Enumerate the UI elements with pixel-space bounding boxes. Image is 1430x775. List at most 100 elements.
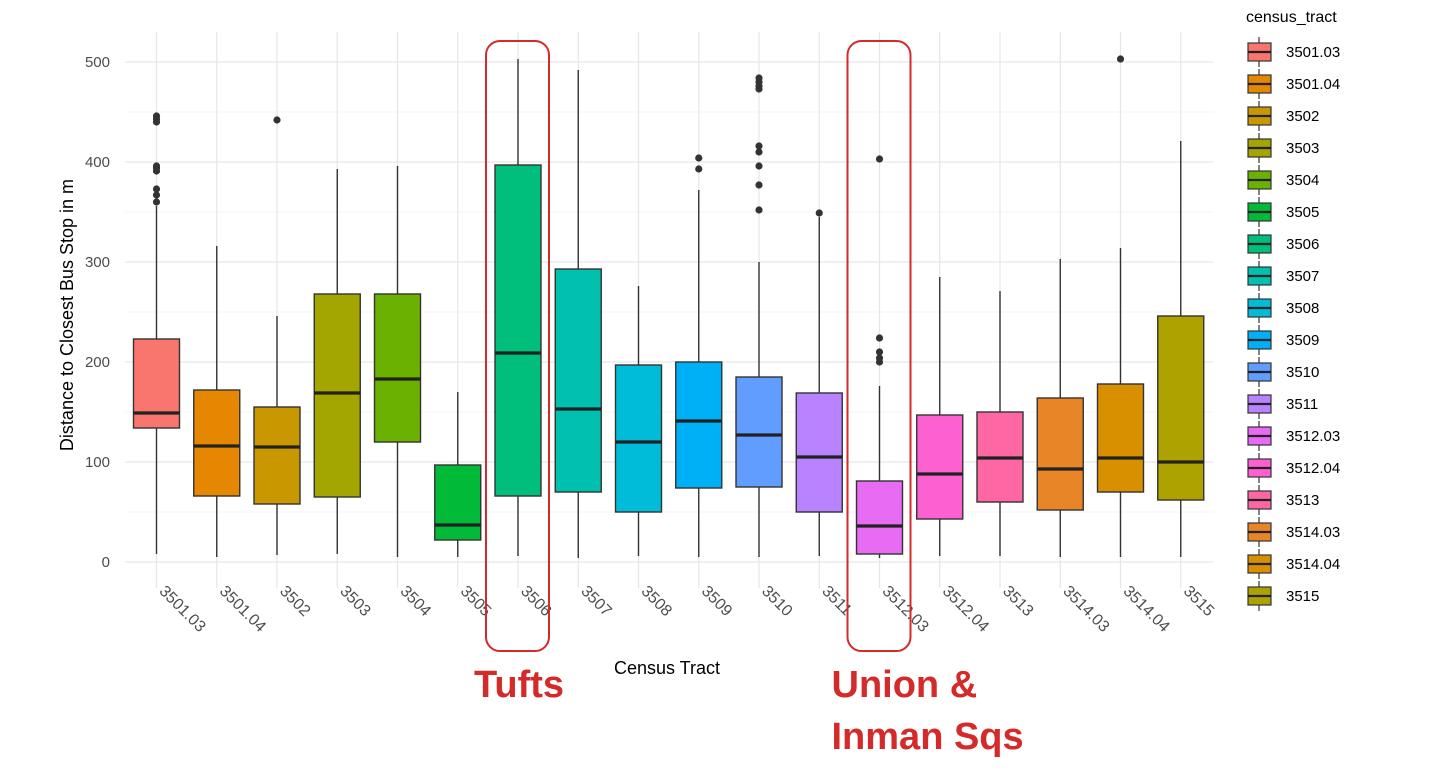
box-body <box>554 268 602 493</box>
outlier-point <box>875 354 884 362</box>
legend-item-3513: 3513 <box>1247 485 1319 515</box>
outlier-point <box>815 209 823 217</box>
legend-item-3502: 3502 <box>1247 101 1319 131</box>
box-3514.04 <box>1096 55 1145 557</box>
x-tick-label: 3504 <box>397 583 434 620</box>
x-tick-label: 3515 <box>1180 583 1217 620</box>
y-tick-label: 100 <box>85 454 110 471</box>
box-3503 <box>313 169 361 554</box>
legend-item-3508: 3508 <box>1247 293 1319 323</box>
legend-label: 3504 <box>1286 172 1319 189</box>
legend-item-3501.03: 3501.03 <box>1247 37 1340 67</box>
box-3508 <box>614 286 663 556</box>
x-tick-label: 3514.04 <box>1120 583 1173 636</box>
box-3512.03 <box>855 155 904 558</box>
highlight-frame <box>485 40 550 652</box>
x-axis-title: Census Tract <box>614 658 720 678</box>
box-body <box>1036 397 1084 511</box>
box-body <box>313 293 361 498</box>
x-tick-label: 3502 <box>276 583 313 620</box>
legend-item-3505: 3505 <box>1247 197 1319 227</box>
outlier-point <box>695 165 703 173</box>
box-3501.04 <box>193 246 241 557</box>
box-series <box>132 55 1205 558</box>
box-3501.03 <box>132 112 181 554</box>
legend-item-3511: 3511 <box>1247 389 1318 419</box>
legend-label: 3513 <box>1286 492 1319 509</box>
y-tick-label: 300 <box>85 254 110 271</box>
legend-item-3515: 3515 <box>1247 581 1319 611</box>
outlier-point <box>695 154 703 162</box>
legend-label: 3514.03 <box>1286 524 1340 541</box>
outlier-point <box>755 162 763 170</box>
highlight-annotations: Tufts Union & Inman Sqs <box>474 40 1024 758</box>
y-tick-label: 200 <box>85 354 110 371</box>
legend-item-3514.03: 3514.03 <box>1247 517 1340 547</box>
x-tick-label: 3509 <box>698 583 735 620</box>
box-3515 <box>1157 141 1205 557</box>
legend-item-3506: 3506 <box>1247 229 1319 259</box>
legend-label: 3510 <box>1286 364 1319 381</box>
box-3506 <box>494 59 542 556</box>
outlier-point <box>755 142 763 150</box>
legend-item-3512.03: 3512.03 <box>1247 421 1340 451</box>
legend-label: 3506 <box>1286 236 1319 253</box>
highlight-label: Inman Sqs <box>832 716 1024 758</box>
legend-label: 3512.04 <box>1286 460 1340 477</box>
legend-label: 3515 <box>1286 588 1319 605</box>
legend-label: 3501.04 <box>1286 76 1340 93</box>
outlier-point <box>1116 55 1125 63</box>
legend-label: 3501.03 <box>1286 44 1340 61</box>
box-3511 <box>795 209 843 556</box>
legend-label: 3509 <box>1286 332 1319 349</box>
x-axis-ticks: 3501.03 3501.04 3502 3503 3504 3505 3506 3507 35… <box>156 583 1218 636</box>
y-tick-label: 0 <box>102 554 110 571</box>
box-body <box>916 414 964 520</box>
x-tick-label: 3508 <box>638 583 675 620</box>
legend-title: census_tract <box>1246 9 1337 26</box>
box-body <box>795 392 843 513</box>
box-body <box>614 364 663 513</box>
legend-item-3501.04: 3501.04 <box>1247 69 1340 99</box>
legend-item-3510: 3510 <box>1247 357 1319 387</box>
x-tick-label: 3507 <box>577 583 614 620</box>
legend-label: 3508 <box>1286 300 1319 317</box>
x-tick-label: 3512.04 <box>939 583 992 636</box>
box-3509 <box>675 154 723 557</box>
box-body <box>1157 315 1205 501</box>
box-body <box>675 361 723 489</box>
y-axis-title: Distance to Closest Bus Stop in m <box>57 179 77 451</box>
x-tick-label: 3511 <box>818 583 854 619</box>
box-3504 <box>373 166 422 557</box>
box-3513 <box>976 291 1024 556</box>
x-tick-label: 3505 <box>457 583 494 620</box>
outlier-point <box>273 116 281 124</box>
box-body <box>132 338 181 429</box>
y-tick-label: 500 <box>85 54 110 71</box>
legend-label: 3505 <box>1286 204 1319 221</box>
box-body <box>735 376 783 488</box>
outlier-point <box>755 74 763 82</box>
legend-item-3509: 3509 <box>1247 325 1319 355</box>
y-tick-label: 400 <box>85 154 110 171</box>
x-tick-label: 3513 <box>999 583 1036 620</box>
x-tick-label: 3503 <box>336 583 373 620</box>
x-tick-label: 3501.04 <box>216 583 269 636</box>
legend: census_tract 3501.03 3501.04 3502 3503 3504 35… <box>1246 9 1340 611</box>
highlight-label: Union & <box>832 664 978 706</box>
legend-label: 3502 <box>1286 108 1319 125</box>
legend-item-3504: 3504 <box>1247 165 1319 195</box>
highlight-frame <box>846 40 912 652</box>
highlight-3506: Tufts <box>474 40 564 706</box>
box-body <box>494 164 542 497</box>
legend-item-3514.04: 3514.04 <box>1247 549 1340 579</box>
legend-label: 3511 <box>1286 396 1318 413</box>
highlight-3512.03: Union & Inman Sqs <box>832 40 1024 758</box>
box-body <box>434 464 482 541</box>
outlier-point <box>755 206 763 214</box>
legend-label: 3503 <box>1286 140 1319 157</box>
box-body <box>1096 383 1145 493</box>
y-axis-ticks: 0 100 200 300 400 500 <box>85 54 110 571</box>
box-body <box>193 389 241 497</box>
outlier-point <box>875 348 884 356</box>
